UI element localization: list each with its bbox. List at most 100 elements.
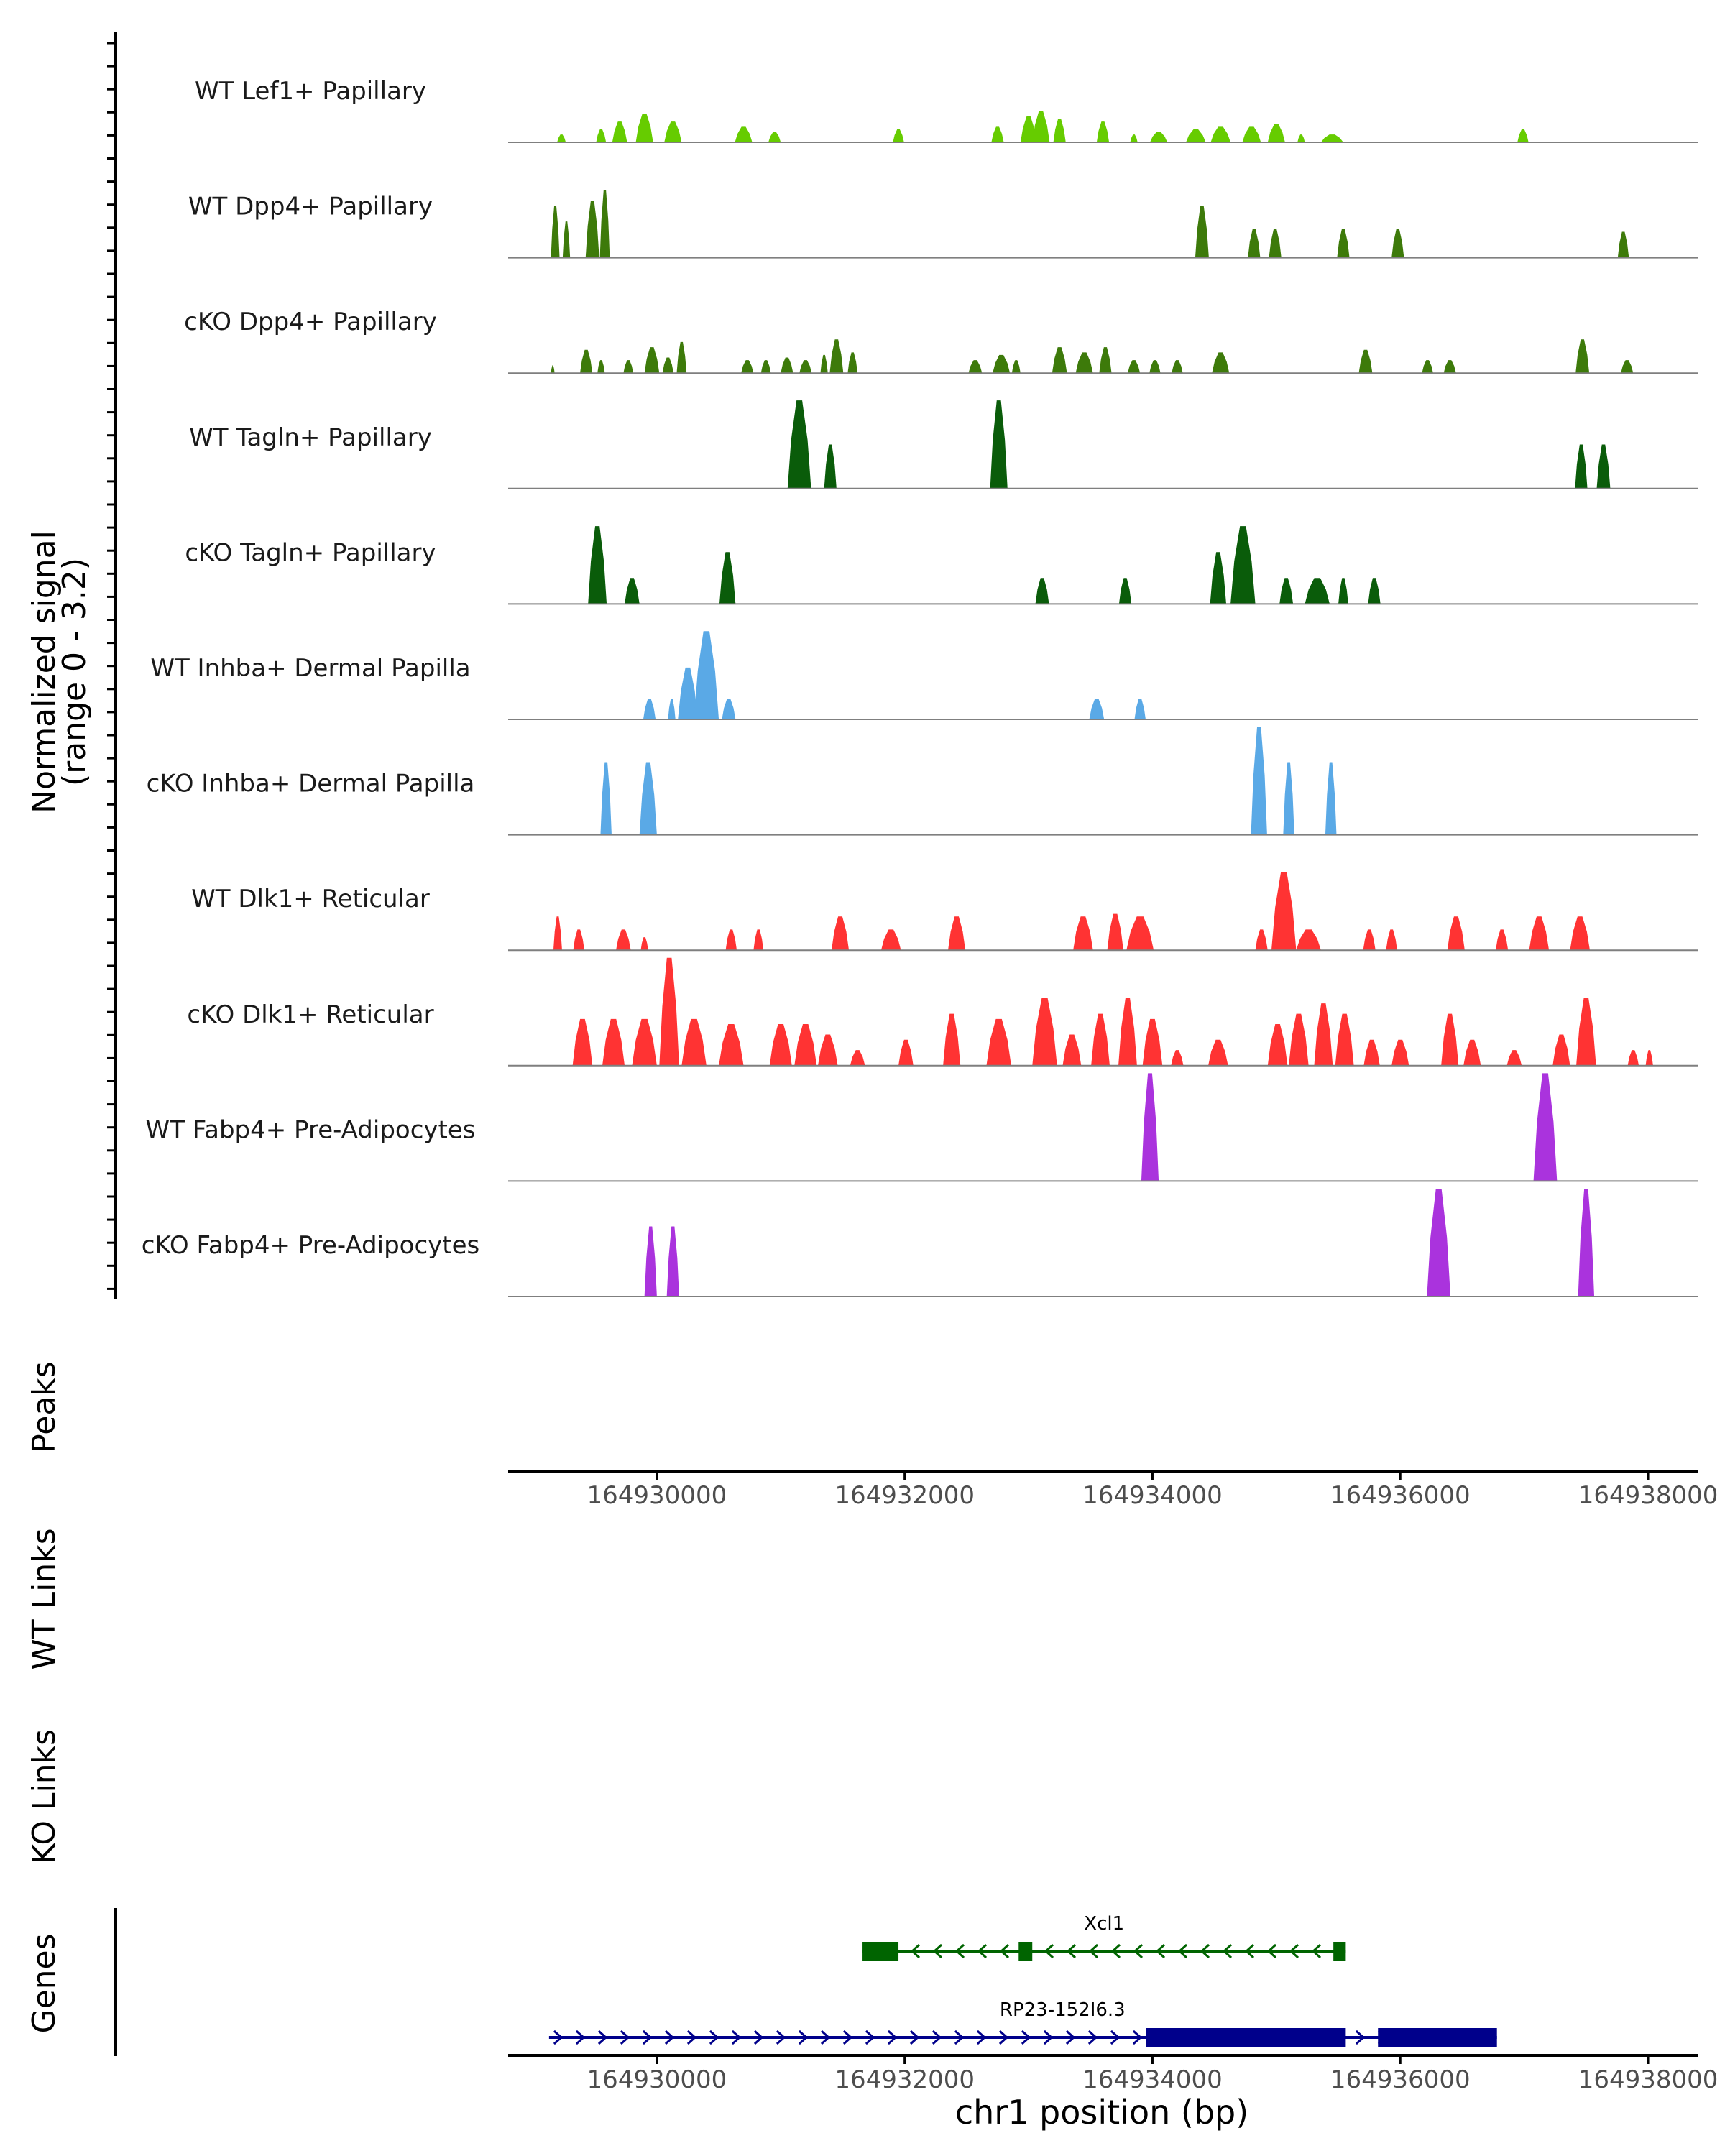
x-tick-label: 164936000 xyxy=(1330,1481,1471,1510)
strand-arrow xyxy=(1087,2030,1098,2045)
strand-arrow xyxy=(642,2030,653,2045)
signal-peak xyxy=(1305,578,1330,604)
signal-peak xyxy=(1020,116,1037,142)
signal-peak xyxy=(1171,1050,1184,1066)
strand-arrow xyxy=(664,2030,675,2045)
signal-peak xyxy=(632,1018,657,1066)
strand-arrow xyxy=(1043,2030,1054,2045)
genes-panel-label: Genes xyxy=(26,1933,63,2033)
track-label: cKO Tagln+ Papillary xyxy=(185,538,436,567)
signal-peak xyxy=(1463,1039,1481,1066)
strand-arrow xyxy=(798,2030,809,2045)
signal-peak xyxy=(794,1024,817,1066)
gene-exon xyxy=(1378,2028,1497,2047)
strand-arrow xyxy=(865,2030,875,2045)
signal-peak xyxy=(557,134,566,142)
signal-peak xyxy=(1596,444,1611,489)
strand-arrow xyxy=(954,1943,965,1959)
signal-peak xyxy=(1149,360,1161,374)
signal-peak xyxy=(602,1018,625,1066)
strand-arrow xyxy=(731,2030,742,2045)
signal-peak xyxy=(1392,229,1404,258)
signal-peak xyxy=(948,916,966,951)
signal-peak xyxy=(639,762,657,835)
signal-y-axis-label-line2: (range 0 - 3.2) xyxy=(56,558,93,786)
x-tick-label: 164930000 xyxy=(587,2065,727,2094)
signal-peak xyxy=(1443,360,1456,374)
track-2: WT Dpp4+ Papillary xyxy=(188,190,1698,259)
signal-peak xyxy=(1242,126,1261,142)
strand-arrow xyxy=(1021,2030,1031,2045)
signal-peak xyxy=(820,354,828,374)
signal-peak xyxy=(1314,1003,1333,1066)
track-8: WT Dlk1+ Reticular xyxy=(191,872,1698,952)
x-tick-label: 164934000 xyxy=(1082,2065,1223,2094)
track-label: cKO Dlk1+ Reticular xyxy=(187,1000,433,1029)
signal-peak xyxy=(625,578,640,604)
signal-peak xyxy=(968,360,983,374)
signal-peak xyxy=(850,1050,865,1066)
signal-peak xyxy=(719,552,736,604)
strand-arrow xyxy=(1244,1943,1255,1959)
strand-arrow xyxy=(1088,1943,1099,1959)
signal-peak xyxy=(1195,206,1209,258)
signal-peak xyxy=(1325,762,1337,835)
signal-peak xyxy=(1208,1039,1228,1066)
signal-peak xyxy=(668,699,676,719)
gene-label: Xcl1 xyxy=(1084,1913,1124,1935)
signal-peak xyxy=(615,929,631,951)
signal-peak xyxy=(1386,929,1397,951)
x-tick-label: 164934000 xyxy=(1082,1481,1223,1510)
signal-peak xyxy=(640,937,648,951)
strand-arrow xyxy=(1110,1943,1121,1959)
signal-peak xyxy=(1289,1013,1309,1066)
signal-peak xyxy=(1297,134,1305,142)
signal-peak xyxy=(1335,1013,1354,1066)
strand-arrow xyxy=(909,2030,920,2045)
signal-peak xyxy=(599,190,610,258)
signal-peak xyxy=(662,357,674,374)
signal-peak xyxy=(1368,578,1381,604)
signal-peak xyxy=(1052,347,1067,374)
x-tick-label: 164930000 xyxy=(587,1481,727,1510)
signal-peak xyxy=(831,916,850,951)
signal-peak xyxy=(1150,132,1168,142)
strand-arrow xyxy=(999,1943,1010,1959)
signal-peak xyxy=(588,526,607,604)
strand-arrow xyxy=(686,2030,697,2045)
track-label: WT Inhba+ Dermal Papilla xyxy=(150,654,470,683)
track-label: cKO Inhba+ Dermal Papilla xyxy=(147,770,475,798)
signal-peak xyxy=(1427,1189,1451,1296)
strand-arrow xyxy=(1044,1943,1054,1959)
strand-arrow xyxy=(1266,1943,1277,1959)
strand-arrow xyxy=(776,2030,786,2045)
signal-peak xyxy=(1073,916,1093,951)
signal-peak xyxy=(1251,727,1267,835)
signal-peak xyxy=(1172,360,1183,374)
signal-peak xyxy=(1134,699,1146,719)
signal-peak xyxy=(676,341,687,374)
gene-rp23-152i6-3: RP23-152I6.3 xyxy=(548,1999,1497,2047)
gene-exon xyxy=(1018,1942,1033,1961)
signal-peak xyxy=(769,1024,792,1066)
track-6: WT Inhba+ Dermal Papilla xyxy=(150,631,1698,720)
signal-peak xyxy=(990,400,1008,489)
gene-exon xyxy=(1146,2028,1346,2047)
signal-peak xyxy=(817,1034,838,1066)
wt-links-panel-label: WT Links xyxy=(26,1528,63,1669)
signal-peak xyxy=(1269,229,1282,258)
signal-peak xyxy=(1447,916,1465,951)
signal-peak xyxy=(551,206,560,258)
signal-peak xyxy=(1062,1034,1082,1066)
signal-peak xyxy=(799,360,812,374)
signal-peak xyxy=(824,444,837,489)
signal-peak xyxy=(1320,134,1343,142)
strand-arrow xyxy=(954,2030,965,2045)
signal-peak xyxy=(1621,360,1634,374)
signal-peak xyxy=(666,1226,679,1296)
strand-arrow xyxy=(932,1943,943,1959)
signal-peak xyxy=(1126,916,1154,951)
signal-peak xyxy=(1107,913,1123,951)
track-label: cKO Dpp4+ Papillary xyxy=(184,308,437,336)
signal-peak xyxy=(1091,1013,1110,1066)
